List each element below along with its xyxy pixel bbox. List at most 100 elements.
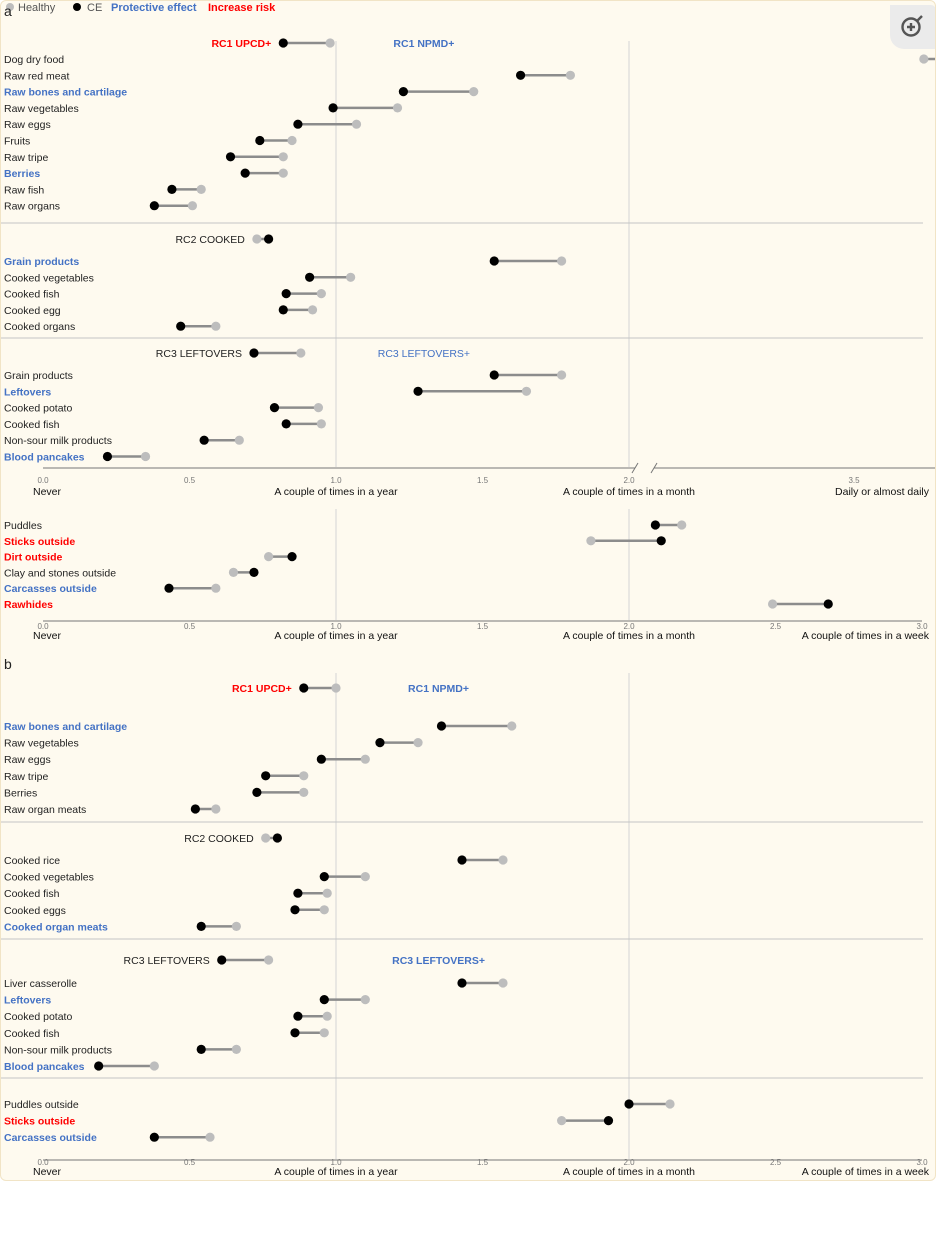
row-label: Blood pancakes	[4, 1061, 85, 1073]
row-ce-dot	[656, 536, 666, 546]
row-healthy-dot	[313, 403, 324, 413]
group-header: RC1 UPCD+	[232, 683, 292, 695]
figure-svg: Healthy CE Protective effect Increase ri…	[1, 2, 935, 1178]
row-ce-dot	[398, 87, 408, 97]
row-label: Cooked vegetables	[4, 872, 94, 884]
row-healthy-dot	[677, 520, 687, 530]
tick-label: 0.5	[184, 622, 196, 631]
tick-label: 0.0	[37, 1158, 49, 1167]
row-ce-dot	[603, 1116, 614, 1126]
row-label: Non-sour milk products	[4, 1044, 112, 1056]
row-label: Cooked eggs	[4, 905, 66, 917]
panel-label-b: b	[4, 656, 12, 672]
row-label: Leftovers	[4, 995, 51, 1007]
tick-label: 1.5	[477, 476, 489, 485]
row-healthy-dot	[278, 152, 288, 162]
row-ce-dot	[281, 289, 291, 299]
row-healthy-dot	[498, 978, 508, 988]
row-healthy-dot	[228, 567, 239, 578]
row-label: Leftovers	[4, 386, 51, 398]
row-healthy-dot	[316, 419, 326, 429]
row-healthy-dot	[196, 184, 206, 194]
row-ce-dot	[489, 370, 499, 380]
row-ce-dot	[650, 520, 660, 530]
row-ce-dot	[290, 1028, 300, 1038]
row-ce-dot	[328, 103, 338, 113]
row-ce-dot	[94, 1061, 104, 1071]
axis-anchor-label: A couple of times in a year	[274, 1166, 398, 1178]
row-healthy-dot	[264, 552, 274, 562]
row-healthy-dot	[392, 103, 403, 113]
axis-anchor-label: A couple of times in a year	[274, 630, 398, 642]
row-ce-dot	[199, 435, 209, 445]
legend: Healthy CE Protective effect Increase ri…	[6, 2, 276, 14]
row-label: Sticks outside	[4, 1116, 75, 1128]
group-header: RC3 LEFTOVERS+	[378, 348, 470, 360]
row-ce-dot	[305, 272, 315, 282]
row-label: Cooked fish	[4, 419, 60, 431]
row-healthy-dot	[211, 804, 221, 814]
row-healthy-dot	[360, 872, 370, 882]
group-header-ce-dot	[272, 833, 282, 843]
row-ce-dot	[196, 1044, 206, 1054]
tick-label: 3.0	[916, 1158, 928, 1167]
tick-label: 2.0	[623, 476, 635, 485]
row-healthy-dot	[231, 921, 241, 932]
row-healthy-dot	[469, 87, 479, 97]
row-label: Berries	[4, 787, 37, 799]
row-label: Sticks outside	[4, 536, 75, 548]
row-healthy-dot	[140, 451, 151, 462]
row-label: Berries	[4, 168, 40, 180]
row-healthy-dot	[322, 888, 332, 898]
tick-label: 1.5	[477, 1158, 489, 1167]
row-ce-dot	[255, 135, 265, 146]
axis-break-mark	[650, 462, 658, 474]
group-header: RC1 NPMD+	[393, 38, 454, 50]
zoom-button[interactable]	[890, 5, 935, 49]
axis-anchor-label: Never	[33, 1166, 62, 1178]
row-ce-dot	[281, 419, 291, 429]
row-label: Grain products	[4, 370, 73, 382]
row-healthy-dot	[413, 738, 423, 748]
tick-label: 2.0	[623, 1158, 635, 1167]
row-label: Raw fish	[4, 184, 44, 196]
row-label: Cooked fish	[4, 289, 60, 301]
row-label: Clay and stones outside	[4, 567, 116, 579]
row-label: Puddles outside	[4, 1099, 79, 1111]
row-label: Grain products	[4, 256, 79, 268]
row-label: Raw eggs	[4, 754, 51, 766]
row-ce-dot	[149, 1132, 159, 1142]
group-header-healthy-dot	[296, 348, 306, 358]
row-ce-dot	[319, 995, 329, 1005]
row-label: Puddles	[4, 520, 42, 532]
row-label: Dirt outside	[4, 552, 62, 564]
group-header-healthy-dot	[264, 955, 274, 965]
row-ce-dot	[413, 386, 423, 396]
row-label: Rawhides	[4, 599, 53, 611]
row-healthy-dot	[557, 256, 567, 266]
row-healthy-dot	[319, 905, 329, 915]
axis-anchor-label: A couple of times in a year	[274, 486, 398, 498]
row-healthy-dot	[299, 771, 309, 781]
row-healthy-dot	[211, 321, 221, 331]
row-ce-dot	[164, 583, 174, 593]
row-ce-dot	[436, 721, 447, 731]
row-label: Cooked egg	[4, 305, 61, 317]
row-label: Cooked rice	[4, 855, 60, 867]
tick-label: 2.0	[623, 622, 635, 631]
axis-anchor-label: A couple of times in a week	[802, 1166, 930, 1178]
row-label: Cooked potato	[4, 403, 72, 415]
row-healthy-dot	[319, 1028, 329, 1038]
row-healthy-dot	[346, 272, 356, 282]
panel-label-a: a	[4, 3, 12, 19]
axis-anchor-label: Never	[33, 486, 62, 498]
row-ce-dot	[269, 403, 280, 413]
row-label: Raw organs	[4, 201, 60, 213]
row-healthy-dot	[231, 1044, 241, 1054]
row-ce-dot	[167, 184, 177, 194]
row-ce-dot	[278, 305, 288, 315]
axis-break-mark	[631, 462, 639, 474]
axis-anchor-label: A couple of times in a week	[802, 630, 930, 642]
axis-anchor-label: A couple of times in a month	[563, 486, 695, 498]
